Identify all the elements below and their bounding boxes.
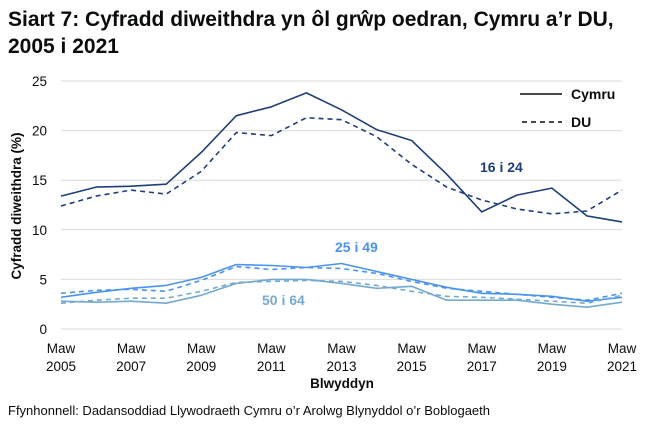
x-tick-label: 2007 bbox=[116, 359, 146, 374]
legend: Cymru DU bbox=[520, 86, 615, 130]
y-tick-label: 15 bbox=[32, 173, 47, 188]
chart-title: Siart 7: Cyfradd diweithdra yn ôl grŵp o… bbox=[8, 8, 614, 58]
x-tick-label: 2005 bbox=[46, 359, 76, 374]
legend-label-cymru: Cymru bbox=[571, 86, 615, 102]
series-line-25-i-49-du bbox=[60, 265, 623, 302]
x-tick-label: Maw bbox=[257, 341, 286, 356]
series-line-16-i-24-cymru bbox=[60, 92, 623, 223]
x-tick-label: 2015 bbox=[397, 359, 427, 374]
series-line-50-i-64-du bbox=[60, 279, 623, 305]
x-tick-label: Maw bbox=[608, 341, 637, 356]
x-tick-label: Maw bbox=[538, 341, 567, 356]
x-tick-label: 2019 bbox=[537, 359, 567, 374]
x-tick-label: Maw bbox=[397, 341, 426, 356]
y-axis-ticks: 0 5 10 15 20 25 bbox=[32, 74, 47, 337]
legend-label-du: DU bbox=[571, 114, 591, 130]
series-line-50-i-64-cymru bbox=[60, 278, 623, 309]
x-tick-label: 2011 bbox=[257, 359, 286, 374]
x-tick-label: 2017 bbox=[467, 359, 497, 374]
x-tick-label: 2009 bbox=[186, 359, 216, 374]
y-tick-label: 20 bbox=[32, 124, 47, 139]
x-tick-label: Maw bbox=[327, 341, 356, 356]
x-tick-label: 2013 bbox=[326, 359, 356, 374]
group-label-50-64: 50 i 64 bbox=[262, 292, 305, 308]
series-line-25-i-49-cymru bbox=[60, 262, 623, 303]
y-tick-label: 25 bbox=[32, 74, 47, 89]
y-axis-label: Cyfradd diweithdra (%) bbox=[9, 132, 24, 279]
x-tick-label: Maw bbox=[467, 341, 496, 356]
y-tick-label: 10 bbox=[32, 223, 47, 238]
group-label-25-49: 25 i 49 bbox=[335, 239, 378, 255]
source-note: Ffynhonnell: Dadansoddiad Llywodraeth Cy… bbox=[8, 403, 490, 418]
series-lines bbox=[60, 92, 623, 309]
x-axis-ticks: Maw 2005 Maw 2007 Maw 2009 Maw 2011 Maw 2013 Maw 20… bbox=[46, 341, 637, 374]
group-label-16-24: 16 i 24 bbox=[480, 159, 523, 175]
x-axis-label: Blwyddyn bbox=[310, 376, 374, 391]
x-tick-label: Maw bbox=[187, 341, 216, 356]
y-tick-label: 5 bbox=[39, 272, 47, 287]
series-line-16-i-24-du bbox=[60, 116, 623, 215]
y-tick-label: 0 bbox=[39, 322, 47, 337]
x-tick-label: Maw bbox=[117, 341, 146, 356]
x-tick-label: 2021 bbox=[607, 359, 637, 374]
x-tick-label: Maw bbox=[47, 341, 76, 356]
gridlines bbox=[61, 80, 622, 330]
